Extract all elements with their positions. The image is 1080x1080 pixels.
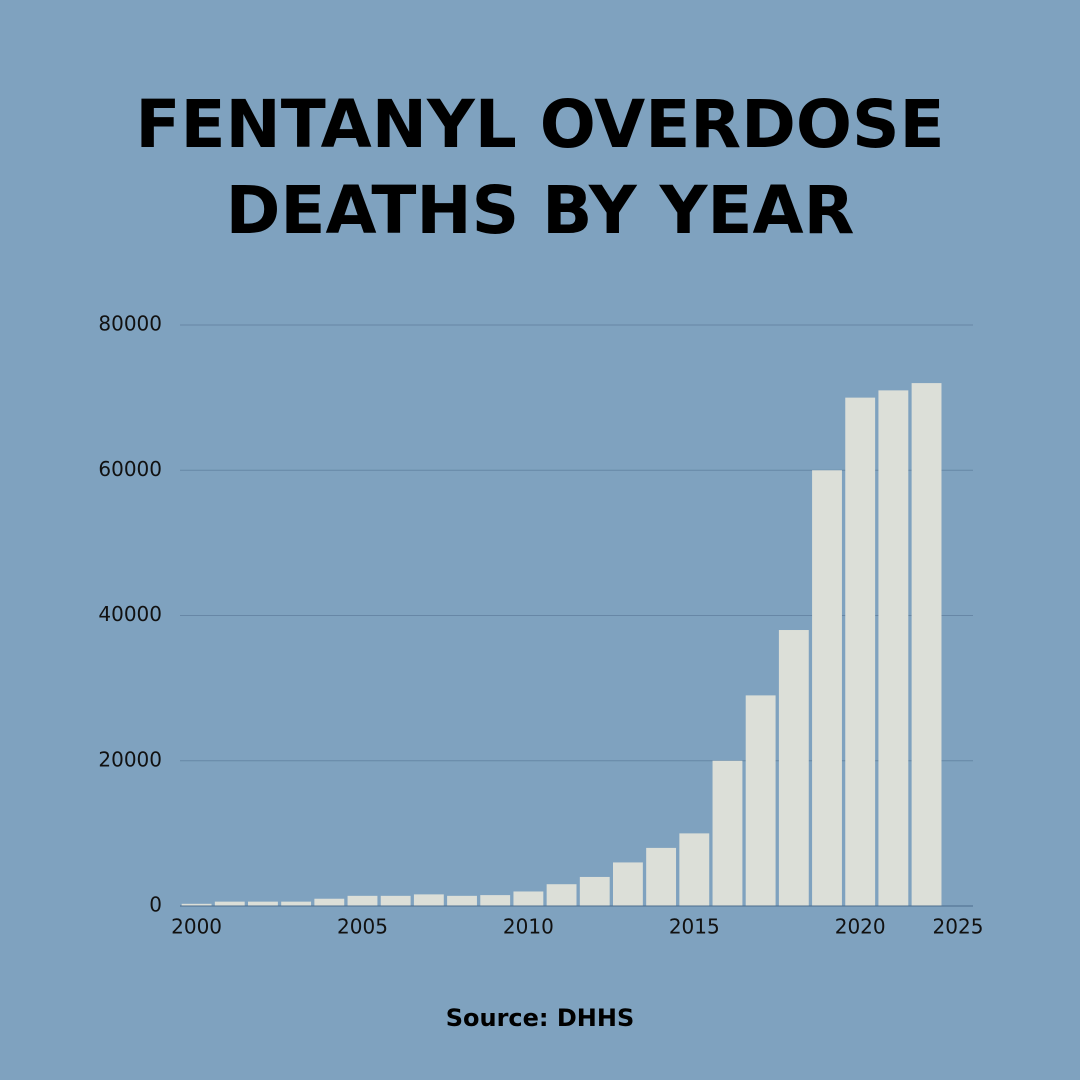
x-tick-label: 2000: [171, 915, 222, 939]
x-tick-label: 2020: [835, 915, 886, 939]
x-tick-label: 2025: [933, 915, 984, 939]
bar: [712, 760, 743, 906]
bar: [812, 470, 842, 906]
y-tick-label: 60000: [98, 457, 162, 481]
bar: [347, 895, 378, 906]
bar: [181, 903, 212, 906]
bar: [413, 894, 444, 906]
bar: [579, 876, 610, 906]
source-note: Source: DHHS: [445, 1004, 635, 1032]
y-tick-label: 80000: [98, 312, 162, 336]
bar: [281, 901, 312, 906]
bar: [646, 847, 677, 906]
x-tick-label: 2010: [503, 915, 554, 939]
bar: [480, 895, 511, 906]
bar: [447, 895, 477, 906]
bar: [679, 833, 710, 906]
bar: [380, 895, 411, 906]
bar: [745, 695, 776, 906]
bar: [513, 891, 544, 906]
bar: [214, 901, 245, 906]
bar: [314, 898, 345, 906]
bar: [248, 901, 278, 906]
bar: [878, 390, 909, 906]
x-tick-label: 2005: [337, 915, 388, 939]
chart-title: FENTANYL OVERDOSE DEATHS BY YEAR: [135, 86, 945, 249]
y-tick-label: 0: [149, 893, 162, 917]
y-tick-label: 40000: [98, 602, 162, 626]
y-tick-label: 20000: [98, 747, 162, 771]
bar: [612, 862, 643, 906]
bar: [546, 884, 577, 906]
bar: [778, 630, 809, 906]
bar: [845, 397, 876, 906]
bar: [911, 383, 942, 907]
x-tick-label: 2015: [669, 915, 720, 939]
